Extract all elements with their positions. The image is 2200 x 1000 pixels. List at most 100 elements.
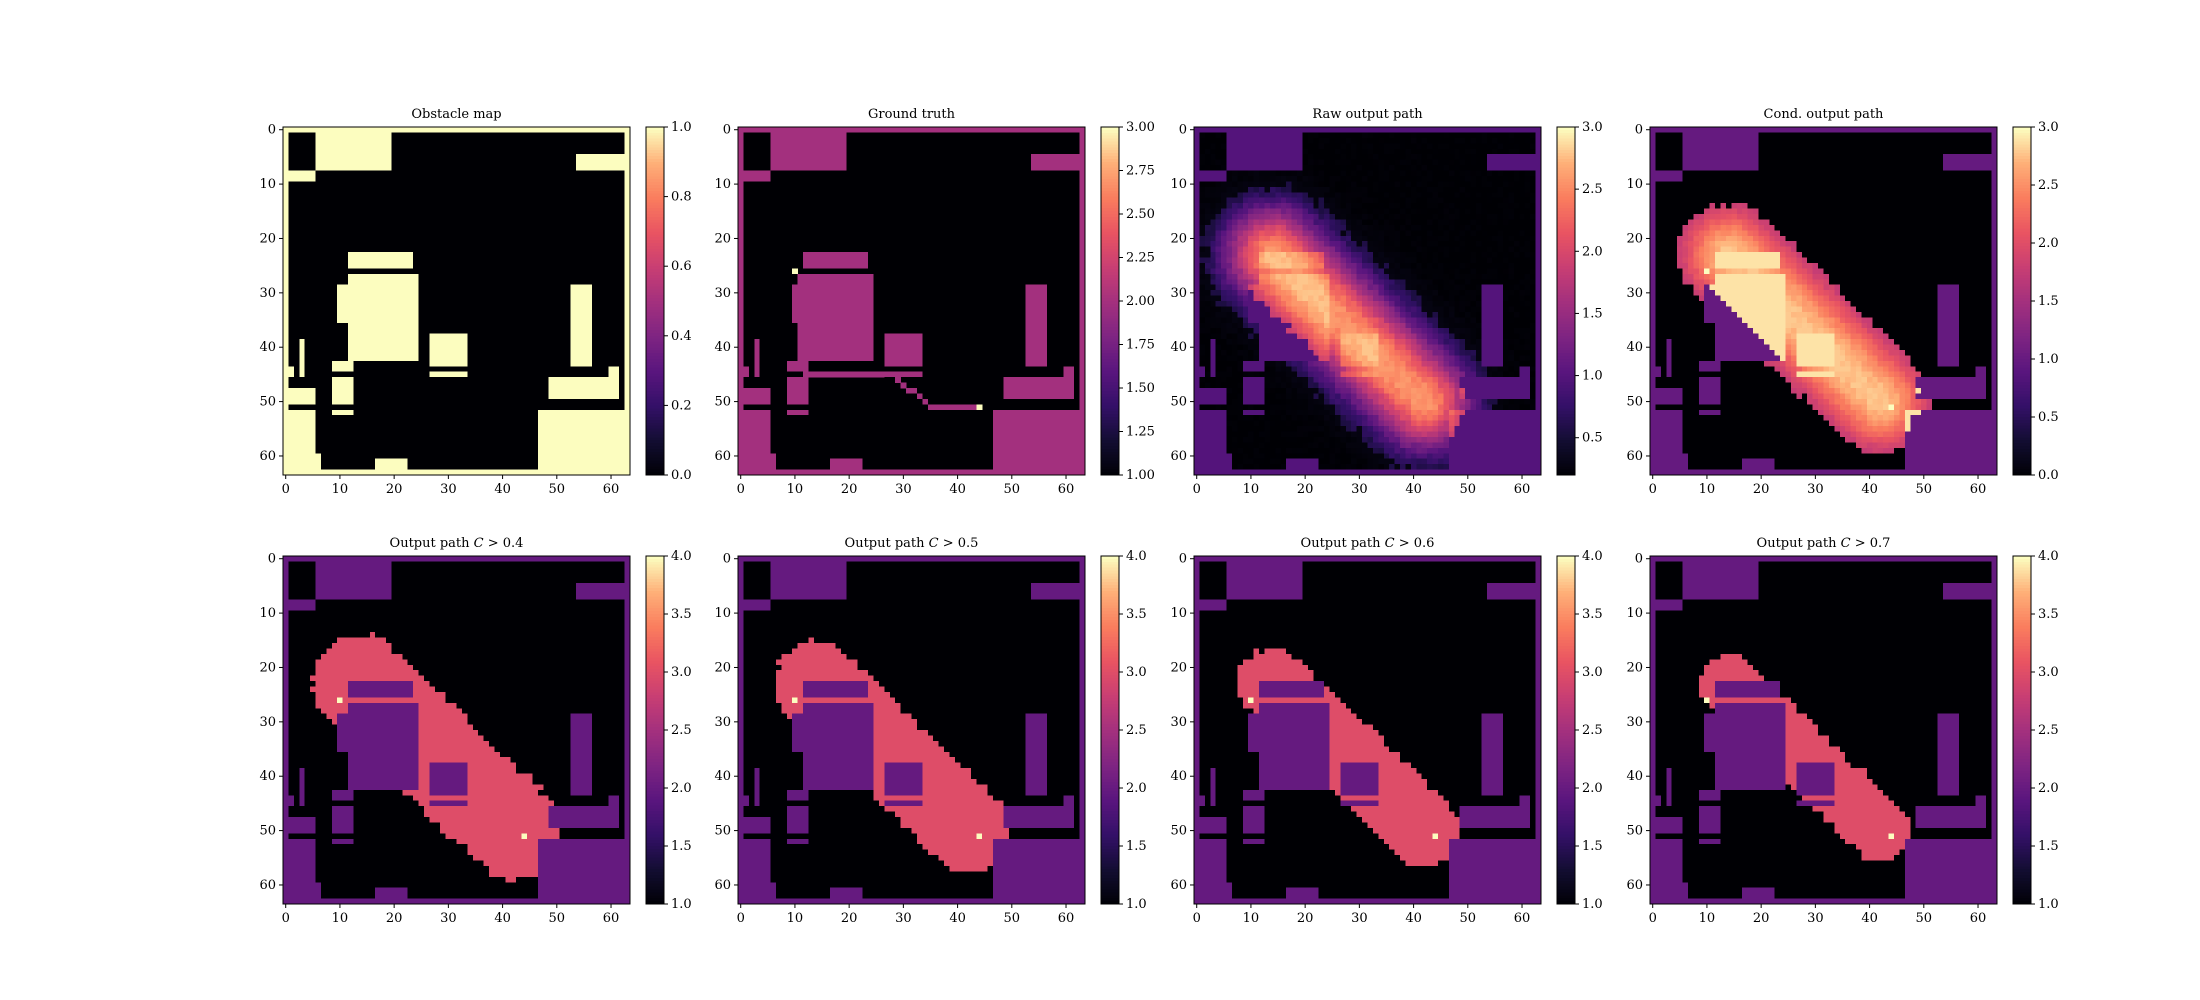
heatmap-cell <box>283 350 289 356</box>
heatmap-cell <box>549 361 555 367</box>
heatmap-cell <box>457 263 463 269</box>
heatmap-cell <box>310 442 316 448</box>
heatmap-cell <box>288 181 294 187</box>
heatmap-cell <box>587 383 593 389</box>
heatmap-cell <box>419 241 425 247</box>
heatmap-cell <box>332 323 338 329</box>
heatmap-cell <box>446 279 452 285</box>
heatmap-cell <box>348 187 354 193</box>
heatmap-cell <box>299 274 305 280</box>
heatmap-cell <box>549 274 555 280</box>
heatmap-cell <box>353 230 359 236</box>
heatmap-cell <box>597 432 603 438</box>
heatmap-cell <box>522 350 528 356</box>
heatmap-cell <box>343 415 349 421</box>
heatmap-cell <box>310 176 316 182</box>
heatmap-cell <box>614 345 620 351</box>
heatmap-cell <box>397 268 403 274</box>
heatmap-cell <box>576 154 582 160</box>
heatmap-cell <box>370 219 376 225</box>
heatmap-cell <box>532 219 538 225</box>
heatmap-cell <box>353 377 359 383</box>
heatmap-cell <box>332 138 338 144</box>
heatmap-cell <box>310 432 316 438</box>
heatmap-cell <box>299 377 305 383</box>
heatmap-cell <box>283 203 289 209</box>
heatmap-cell <box>397 366 403 372</box>
heatmap-cell <box>451 350 457 356</box>
heatmap-cell <box>429 230 435 236</box>
heatmap-cell <box>283 459 289 465</box>
heatmap-cell <box>619 241 625 247</box>
heatmap-cell <box>522 241 528 247</box>
heatmap-cell <box>375 209 381 215</box>
heatmap-cell <box>332 192 338 198</box>
heatmap-cell <box>543 225 549 231</box>
heatmap-cell <box>625 160 631 166</box>
heatmap-cell <box>484 176 490 182</box>
heatmap-cell <box>554 328 560 334</box>
heatmap-cell <box>462 388 468 394</box>
heatmap-cell <box>614 219 620 225</box>
heatmap-cell <box>532 361 538 367</box>
heatmap-cell <box>560 339 566 345</box>
heatmap-cell <box>299 442 305 448</box>
heatmap-cell <box>608 225 614 231</box>
heatmap-cell <box>527 154 533 160</box>
heatmap-cell <box>337 127 343 133</box>
heatmap-cell <box>402 437 408 443</box>
heatmap-cell <box>288 225 294 231</box>
heatmap-cell <box>522 176 528 182</box>
heatmap-cell <box>565 236 571 242</box>
heatmap-cell <box>462 410 468 416</box>
heatmap-cell <box>413 230 419 236</box>
heatmap-cell <box>592 432 598 438</box>
heatmap-cell <box>353 350 359 356</box>
heatmap-cell <box>484 323 490 329</box>
heatmap-cell <box>419 410 425 416</box>
heatmap-cell <box>288 138 294 144</box>
heatmap-cell <box>294 393 300 399</box>
heatmap-cell <box>288 470 294 476</box>
heatmap-cell <box>391 328 397 334</box>
heatmap-cell <box>489 290 495 296</box>
heatmap-cell <box>538 345 544 351</box>
heatmap-cell <box>522 437 528 443</box>
heatmap-cell <box>429 296 435 302</box>
heatmap-cell <box>576 442 582 448</box>
heatmap-cell <box>435 214 441 220</box>
heatmap-cell <box>429 138 435 144</box>
heatmap-cell <box>359 372 365 378</box>
heatmap-cell <box>375 219 381 225</box>
heatmap-cell <box>500 192 506 198</box>
heatmap-cell <box>310 214 316 220</box>
heatmap-cell <box>451 399 457 405</box>
heatmap-cell <box>473 350 479 356</box>
heatmap-cell <box>440 372 446 378</box>
heatmap-cell <box>581 160 587 166</box>
heatmap-cell <box>625 274 631 280</box>
heatmap-cell <box>478 339 484 345</box>
heatmap-cell <box>316 171 322 177</box>
heatmap-cell <box>570 258 576 264</box>
heatmap-cell <box>359 464 365 470</box>
heatmap-cell <box>473 453 479 459</box>
heatmap-cell <box>538 192 544 198</box>
heatmap-cell <box>543 263 549 269</box>
heatmap-cell <box>402 383 408 389</box>
heatmap-cell <box>516 421 522 427</box>
heatmap-cell <box>527 366 533 372</box>
heatmap-cell <box>424 203 430 209</box>
heatmap-cell <box>625 453 631 459</box>
heatmap-cell <box>467 252 473 258</box>
heatmap-cell <box>451 393 457 399</box>
heatmap-cell <box>625 181 631 187</box>
heatmap-cell <box>549 263 555 269</box>
heatmap-cell <box>538 306 544 312</box>
heatmap-cell <box>408 421 414 427</box>
heatmap-cell <box>560 225 566 231</box>
heatmap-cell <box>299 383 305 389</box>
heatmap-cell <box>494 138 500 144</box>
heatmap-cell <box>457 372 463 378</box>
heatmap-cell <box>283 192 289 198</box>
